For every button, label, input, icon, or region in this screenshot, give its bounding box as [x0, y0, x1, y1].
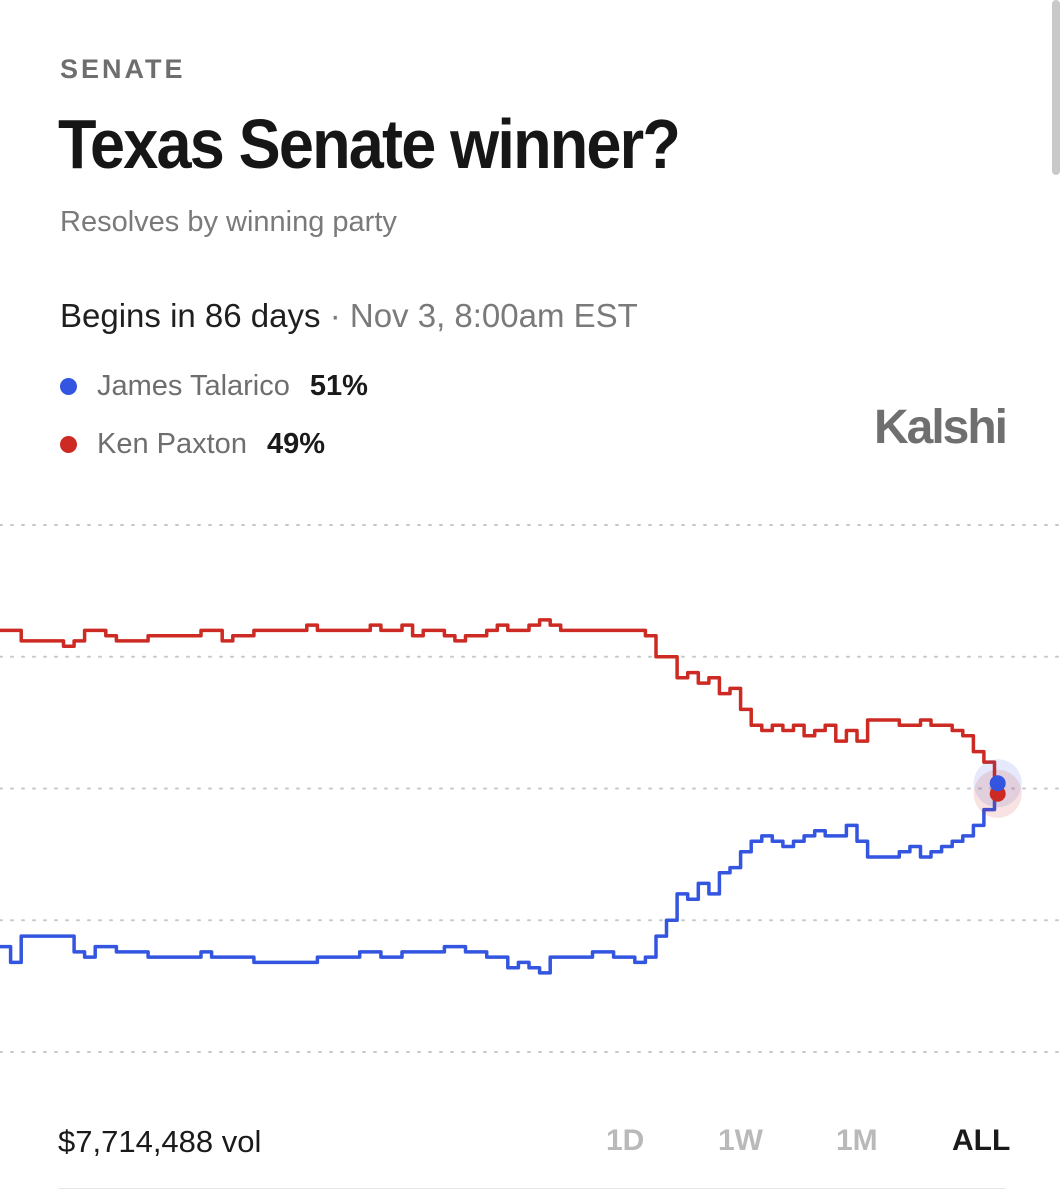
legend-percent: 49% — [266, 427, 325, 460]
legend-name: James Talarico — [97, 369, 290, 402]
category-label: SENATE — [60, 54, 186, 84]
legend-item-talarico: James Talarico 51% — [60, 366, 368, 406]
legend-item-paxton: Ken Paxton 49% — [60, 424, 325, 464]
schedule-line: Begins in 86 days · Nov 3, 8:00am EST — [60, 297, 638, 335]
schedule-date: Nov 3, 8:00am EST — [349, 297, 638, 334]
footer-divider — [58, 1188, 1006, 1189]
range-button-1d[interactable]: 1D — [606, 1124, 645, 1157]
schedule-countdown: Begins in 86 days — [60, 297, 321, 334]
legend-name: Ken Paxton — [97, 427, 247, 460]
range-button-1w[interactable]: 1W — [718, 1124, 763, 1157]
range-button-all[interactable]: ALL — [952, 1124, 1011, 1157]
legend-dot-blue-icon — [60, 377, 77, 395]
legend-percent: 51% — [309, 369, 368, 402]
schedule-separator: · — [329, 297, 341, 334]
page-scrollbar[interactable] — [1052, 0, 1060, 175]
legend-dot-red-icon — [60, 435, 77, 453]
endpoint-dot-talarico — [989, 775, 1006, 792]
page-subtitle: Resolves by winning party — [60, 206, 397, 238]
volume-text: $7,714,488 vol — [58, 1124, 262, 1159]
series-line-talarico — [0, 783, 1000, 975]
page-title: Texas Senate winner? — [58, 105, 681, 183]
odds-line-chart[interactable] — [0, 500, 1064, 1080]
kalshi-logo: Kalshi — [873, 401, 1008, 454]
range-button-1m[interactable]: 1M — [836, 1124, 878, 1157]
series-line-paxton — [0, 618, 1000, 794]
